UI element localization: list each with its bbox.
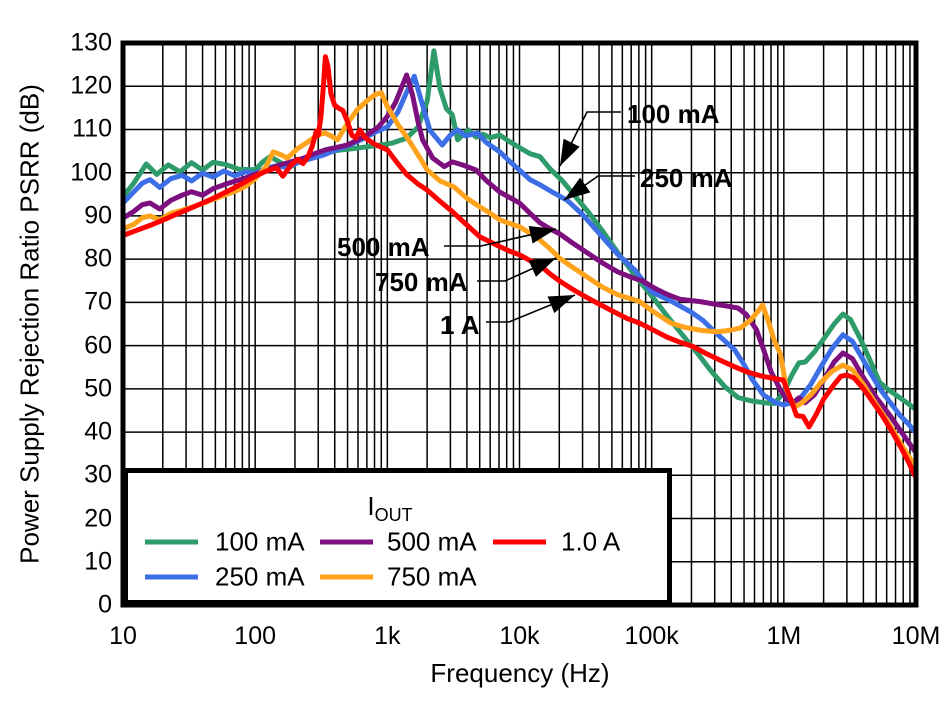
legend-label: 1.0 A [561,526,621,557]
x-tick-label: 1k [374,622,401,650]
y-tick-label: 0 [98,590,112,619]
legend-box: IOUT 100 mA 250 mA 500 mA 750 mA 1.0 A [123,468,672,605]
y-tick-label: 30 [84,460,112,489]
y-tick-label: 100 [70,158,112,187]
x-tick-label: 10k [499,622,540,650]
legend-swatch-500-ma [320,539,373,545]
y-tick-label: 110 [72,114,112,143]
legend-label: 100 mA [215,526,305,557]
y-tick-label: 80 [84,244,112,273]
x-tick-label: 10M [891,622,941,650]
legend-swatch-250-ma [145,574,198,580]
legend-label: 500 mA [387,526,477,557]
x-tick-label: 1M [766,622,802,650]
annotation-1-a: 1 A [440,310,480,340]
y-tick-label: 20 [84,504,112,533]
x-tick-label: 10 [109,622,137,650]
x-tick-label: 100k [624,622,679,650]
y-tick-label: 40 [84,417,112,446]
legend-label: 250 mA [215,561,305,592]
legend-label: 750 mA [387,561,477,592]
annotation-100-ma: 100 mA [627,99,720,129]
legend-swatch-750-ma [320,574,373,580]
y-tick-label: 130 [70,28,112,57]
y-tick-label: 120 [70,71,112,100]
data-curves [123,48,916,481]
annotation-500-ma: 500 mA [337,232,430,262]
legend-title-sub: OUT [374,505,413,526]
curve-1-0-a [123,54,916,481]
x-tick-label: 100 [234,622,277,650]
y-tick-label: 10 [84,547,112,576]
legend-title: IOUT [367,491,412,526]
y-tick-label: 70 [84,287,112,316]
x-axis-title: Frequency (Hz) [430,658,610,688]
annotation-250-ma: 250 mA [640,163,733,193]
annotation-750-ma: 750 mA [375,267,468,297]
y-tick-label: 60 [84,331,112,360]
y-axis-title: Power Supply Rejection Ratio PSRR (dB) [14,84,45,564]
y-tick-label: 50 [84,374,112,403]
legend-swatch-100-ma [145,539,198,545]
plot-border [120,40,919,608]
legend-swatch-1-0-a [493,539,546,545]
curve-100-ma [123,48,916,413]
y-tick-label: 90 [84,201,112,230]
legend-title-main: I [367,491,375,521]
